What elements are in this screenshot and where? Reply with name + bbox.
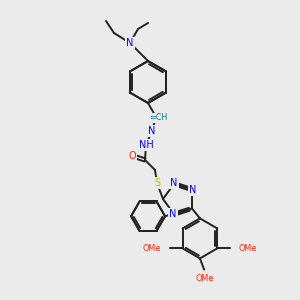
Text: OMe: OMe xyxy=(195,274,213,283)
Text: O: O xyxy=(128,151,136,161)
Text: NH: NH xyxy=(139,140,153,150)
Text: N: N xyxy=(170,178,178,188)
Text: N: N xyxy=(189,184,197,195)
Text: N: N xyxy=(126,38,134,48)
Text: S: S xyxy=(154,178,160,188)
Text: OMe: OMe xyxy=(239,244,257,253)
Text: =CH: =CH xyxy=(149,113,167,122)
Text: N: N xyxy=(148,126,156,136)
Text: OMe: OMe xyxy=(143,244,161,253)
Text: N: N xyxy=(169,209,177,219)
